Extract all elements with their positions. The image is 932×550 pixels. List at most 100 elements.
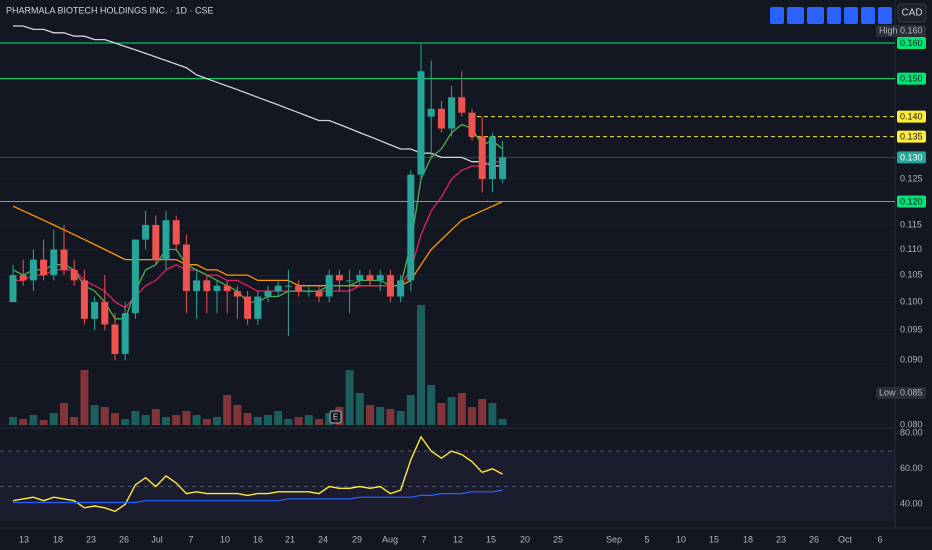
moving-average bbox=[13, 161, 503, 309]
level-badge bbox=[897, 37, 926, 49]
marker-badge bbox=[876, 387, 926, 399]
button[interactable] bbox=[878, 7, 892, 24]
volume-bar bbox=[478, 399, 487, 425]
candle-body bbox=[386, 275, 394, 297]
candle-body bbox=[213, 285, 221, 292]
x-tick-label: 15 bbox=[486, 534, 496, 544]
volume-bar bbox=[468, 407, 476, 425]
x-tick-label: 16 bbox=[253, 534, 263, 544]
volume-bar bbox=[80, 370, 89, 425]
volume-bar bbox=[9, 417, 17, 425]
volume-bar bbox=[223, 395, 232, 425]
candle-body bbox=[499, 157, 507, 180]
marker-name: High bbox=[879, 25, 898, 35]
volume-bar bbox=[213, 417, 221, 425]
volume-bar bbox=[172, 415, 181, 425]
candle-body bbox=[335, 275, 343, 281]
level-label: 0.135 bbox=[900, 132, 923, 142]
volume-bar bbox=[264, 415, 272, 425]
volume-bar bbox=[233, 405, 242, 425]
y-tick-label: 0.125 bbox=[900, 173, 923, 183]
button[interactable] bbox=[827, 7, 841, 24]
level-badge bbox=[897, 151, 926, 164]
x-tick-label: 12 bbox=[453, 534, 463, 544]
volume-bar bbox=[406, 395, 415, 425]
x-tick-label: 20 bbox=[520, 534, 530, 544]
volume-bar bbox=[304, 415, 313, 425]
candle-body bbox=[376, 275, 384, 281]
candle-body bbox=[50, 249, 58, 276]
volume-bar bbox=[202, 419, 211, 425]
candle-body bbox=[193, 280, 201, 292]
x-tick-label: 6 bbox=[877, 534, 882, 544]
level-badge bbox=[897, 72, 926, 85]
volume-bar bbox=[315, 419, 323, 425]
level-label: 0.130 bbox=[900, 152, 923, 162]
earnings-marker: E bbox=[333, 413, 338, 422]
volume-bar bbox=[111, 413, 119, 425]
button[interactable] bbox=[770, 7, 784, 24]
button[interactable] bbox=[787, 7, 804, 24]
candle-body bbox=[488, 136, 496, 180]
marker-label: 0.160 bbox=[900, 25, 923, 35]
x-tick-label: 18 bbox=[743, 534, 753, 544]
button[interactable] bbox=[807, 7, 824, 24]
y-tick-label: 0.080 bbox=[900, 419, 923, 429]
x-tick-label: 26 bbox=[119, 534, 129, 544]
currency-button[interactable] bbox=[897, 3, 927, 23]
x-tick-label: 18 bbox=[53, 534, 63, 544]
candle-body bbox=[142, 224, 150, 240]
x-tick-label: 25 bbox=[553, 534, 563, 544]
candle-body bbox=[29, 259, 37, 281]
candle-body bbox=[121, 313, 129, 354]
level-label: 0.140 bbox=[900, 111, 923, 121]
x-tick-label: 15 bbox=[709, 534, 719, 544]
volume-bar bbox=[427, 385, 436, 425]
rsi-tick-label: 40.00 bbox=[900, 499, 923, 509]
level-badge bbox=[897, 195, 926, 208]
chart-title: PHARMALA BIOTECH HOLDINGS INC. · 1D · CS… bbox=[6, 5, 214, 15]
candle-body bbox=[417, 71, 425, 175]
candle-body bbox=[244, 296, 252, 319]
x-tick-label: 5 bbox=[644, 534, 649, 544]
volume-bar bbox=[100, 407, 109, 425]
candle-body bbox=[233, 291, 241, 297]
y-tick-label: 0.115 bbox=[900, 219, 922, 229]
x-tick-label: 21 bbox=[285, 534, 295, 544]
rsi-line bbox=[12, 435, 503, 513]
volume-bar bbox=[447, 397, 456, 425]
x-tick-label: 7 bbox=[188, 534, 193, 544]
x-tick-label: 29 bbox=[352, 534, 362, 544]
button[interactable] bbox=[844, 7, 858, 24]
volume-bar bbox=[284, 419, 293, 425]
volume-bar bbox=[345, 370, 354, 425]
candle-body bbox=[295, 285, 303, 292]
button[interactable] bbox=[861, 7, 875, 24]
x-tick-label: 13 bbox=[19, 534, 29, 544]
volume-bar bbox=[49, 413, 58, 425]
candle-body bbox=[478, 136, 486, 180]
volume-bar bbox=[60, 403, 68, 425]
candle-body bbox=[315, 291, 323, 297]
volume-bar bbox=[39, 420, 48, 425]
candle-body bbox=[458, 97, 466, 113]
candle-body bbox=[305, 291, 313, 293]
currency[interactable]: CAD bbox=[901, 8, 922, 19]
x-tick-label: Aug bbox=[382, 534, 398, 544]
candle-body bbox=[19, 275, 27, 281]
x-tick-label: 7 bbox=[421, 534, 426, 544]
candle-body bbox=[274, 285, 282, 292]
candle-body bbox=[203, 280, 211, 292]
marker-name: Low bbox=[879, 387, 896, 397]
volume-bar bbox=[70, 417, 79, 425]
candle-body bbox=[80, 280, 88, 319]
volume-bar bbox=[417, 305, 425, 425]
rsi-tick-label: 60.00 bbox=[900, 463, 923, 473]
candle-body bbox=[407, 174, 415, 281]
interval-buttons[interactable] bbox=[770, 7, 892, 24]
marker-badge bbox=[876, 25, 926, 37]
volume-bar bbox=[19, 419, 28, 425]
volume-bar bbox=[121, 419, 130, 425]
x-tick-label: Oct bbox=[838, 534, 853, 544]
